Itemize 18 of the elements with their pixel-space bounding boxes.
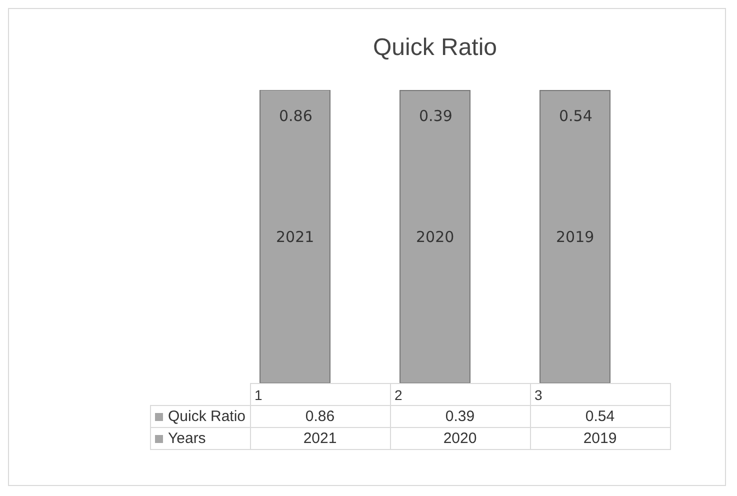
data-label: 2019 xyxy=(530,428,670,450)
annotation: 2020 xyxy=(416,228,454,246)
data-label: 2020 xyxy=(390,428,530,450)
annotation: 0.54 xyxy=(559,107,592,125)
data-label: 0.86 xyxy=(250,406,390,428)
x-tick-label: 1 xyxy=(250,384,390,406)
x-tick-label: 2 xyxy=(390,384,530,406)
x-tick-label: 3 xyxy=(530,384,670,406)
data-label: 0.39 xyxy=(390,406,530,428)
chart-title: Quick Ratio xyxy=(372,34,498,62)
annotation: 2021 xyxy=(276,228,314,246)
legend-label: Quick Ratio xyxy=(150,406,250,428)
annotation: 0.39 xyxy=(419,107,452,125)
annotation: 2019 xyxy=(556,228,594,246)
annotation: 0.86 xyxy=(279,107,312,125)
data-label: 2021 xyxy=(250,428,390,450)
data-label: 0.54 xyxy=(530,406,670,428)
legend-label: Years xyxy=(150,428,250,450)
